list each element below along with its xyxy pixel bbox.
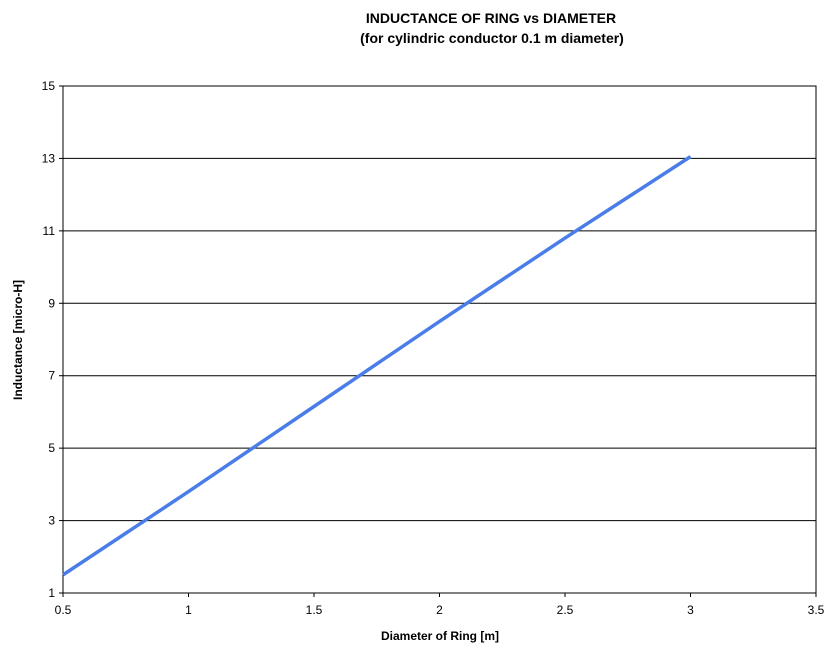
x-tick-label: 3.5 [808,603,825,617]
y-tick-label: 11 [43,224,56,238]
y-tick-label: 1 [48,586,55,600]
y-tick-label: 13 [42,151,56,165]
chart-title-line: INDUCTANCE OF RING vs DIAMETER [365,10,617,26]
y-tick-label: 9 [48,296,55,310]
x-tick-label: 2.5 [557,603,574,617]
chart-title: INDUCTANCE OF RING vs DIAMETER (for cyli… [0,8,827,48]
x-tick-label: 0.5 [55,603,72,617]
chart-subtitle: (for cylindric conductor 0.1 m diameter) [360,30,624,46]
y-tick-label: 3 [48,514,55,528]
y-tick-label: 5 [48,441,55,455]
plot-area [62,85,817,594]
x-axis-label: Diameter of Ring [m] [381,629,499,643]
y-tick-label: 15 [42,79,56,93]
x-tick-label: 1.5 [306,603,323,617]
x-tick-label: 3 [687,603,694,617]
series-group [62,155,692,577]
series-line [62,155,692,577]
x-tick-label: 2 [436,603,443,617]
gridlines [63,85,816,594]
y-tick-label: 7 [48,369,55,383]
y-axis-label: Inductance [micro-H] [11,280,25,400]
x-tick-label: 1 [185,603,192,617]
